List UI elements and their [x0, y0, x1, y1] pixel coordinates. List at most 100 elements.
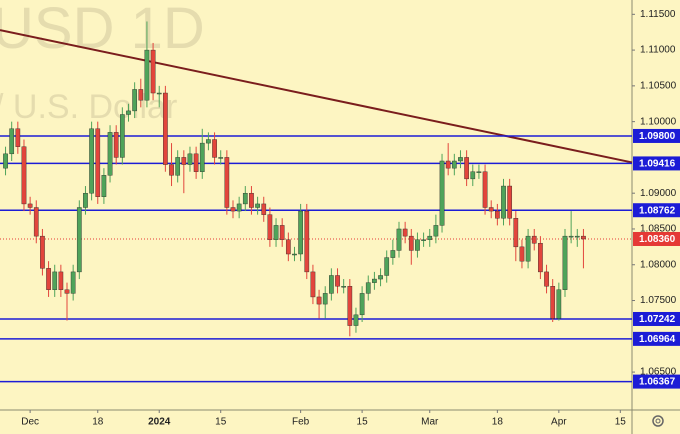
candle-body — [163, 92, 168, 165]
y-tick-label: 1.10000 — [640, 116, 677, 127]
level-label: 1.09800 — [639, 131, 676, 142]
candle-body — [335, 275, 340, 287]
candle-body — [458, 157, 463, 162]
candle-body — [206, 139, 211, 144]
candle-body — [347, 286, 353, 326]
candle-body — [230, 207, 236, 212]
candle-body — [562, 235, 568, 290]
candle-body — [107, 132, 113, 176]
candle-body — [58, 271, 64, 290]
candle-body — [316, 296, 322, 305]
candle-body — [52, 271, 58, 290]
y-tick-label: 1.11000 — [640, 45, 676, 56]
candle-body — [27, 203, 33, 208]
candle-body — [359, 293, 365, 316]
level-label-box — [633, 374, 680, 389]
candle-body — [402, 228, 408, 237]
candle-body — [341, 286, 347, 288]
candle-body — [144, 49, 150, 101]
candle-body — [76, 207, 82, 273]
candle-body — [218, 157, 224, 159]
candle-body — [433, 225, 439, 237]
candle-body — [421, 239, 426, 241]
candle-body — [372, 278, 377, 283]
candle-body — [531, 235, 537, 244]
y-tick-label: 1.11500 — [640, 9, 676, 20]
candle-body — [193, 153, 199, 172]
candle-body — [169, 164, 174, 176]
candle-body — [181, 157, 187, 165]
candle-body — [464, 157, 469, 180]
trend-line — [0, 29, 633, 164]
candle-body — [329, 275, 334, 294]
candle-body — [156, 92, 162, 95]
level-label-box — [633, 331, 680, 346]
candle-body — [568, 235, 574, 238]
x-tick-label: Mar — [421, 417, 439, 428]
candle-body — [15, 128, 21, 147]
candle-body — [138, 89, 144, 101]
y-tick-label: 1.07500 — [640, 295, 677, 306]
candle-body — [279, 225, 285, 240]
candle-body — [476, 171, 482, 173]
y-tick-label: 1.08500 — [640, 224, 677, 235]
x-tick-label: Feb — [292, 417, 310, 428]
candle-body — [415, 239, 420, 251]
settings-icon[interactable] — [652, 415, 664, 427]
candle-body — [390, 250, 396, 258]
candle-body — [556, 289, 562, 319]
level-label: 1.06964 — [639, 334, 676, 345]
candle-body — [249, 192, 254, 208]
candle-body — [304, 210, 310, 273]
level-label: 1.08762 — [639, 205, 676, 216]
level-label-box — [633, 128, 680, 143]
candle-body — [212, 139, 217, 158]
candle-body — [224, 157, 230, 208]
candle-body — [236, 203, 242, 212]
candle-body — [482, 171, 488, 208]
x-tick-label: 18 — [92, 417, 104, 428]
candle-body — [175, 157, 181, 176]
level-label: 1.09416 — [639, 159, 676, 170]
x-tick-label: 15 — [357, 417, 369, 428]
level-label-box — [633, 203, 680, 218]
level-label-box — [633, 156, 680, 171]
candle-body — [126, 110, 131, 115]
candle-body — [378, 275, 383, 280]
level-label: 1.06367 — [639, 377, 676, 388]
watermark-subtitle: / U.S. Dollar — [0, 88, 177, 126]
candle-body — [538, 243, 543, 273]
candle-body — [550, 286, 556, 319]
level-label: 1.07242 — [639, 314, 676, 325]
candle-body — [119, 114, 125, 158]
candle-body — [70, 271, 76, 294]
candle-body — [451, 160, 457, 169]
candle-body — [525, 235, 531, 262]
candle-body — [445, 160, 451, 169]
x-tick-label: Apr — [551, 417, 567, 428]
candle-body — [95, 128, 101, 197]
candle-body — [64, 289, 70, 294]
y-tick-label: 1.10500 — [640, 81, 677, 92]
candle-body — [470, 171, 476, 180]
candle-body — [353, 314, 359, 326]
candle-body — [255, 203, 260, 208]
candle-body — [187, 153, 193, 165]
candle-body — [273, 225, 279, 240]
candle-body — [513, 218, 519, 248]
x-tick-label: 18 — [492, 417, 504, 428]
candle-body — [439, 160, 445, 226]
y-tick-label: 1.09000 — [640, 188, 677, 199]
candle-body — [292, 253, 297, 256]
y-tick-label: 1.06500 — [640, 367, 677, 378]
candle-body — [33, 207, 39, 237]
x-tick-label: 15 — [215, 417, 227, 428]
candle-body — [322, 293, 328, 305]
level-label: 1.08360 — [639, 234, 676, 245]
candle-body — [501, 185, 506, 219]
candle-body — [396, 228, 402, 251]
candle-body — [89, 128, 94, 194]
candle-body — [261, 203, 267, 215]
x-tick-label: 2024 — [148, 417, 171, 428]
